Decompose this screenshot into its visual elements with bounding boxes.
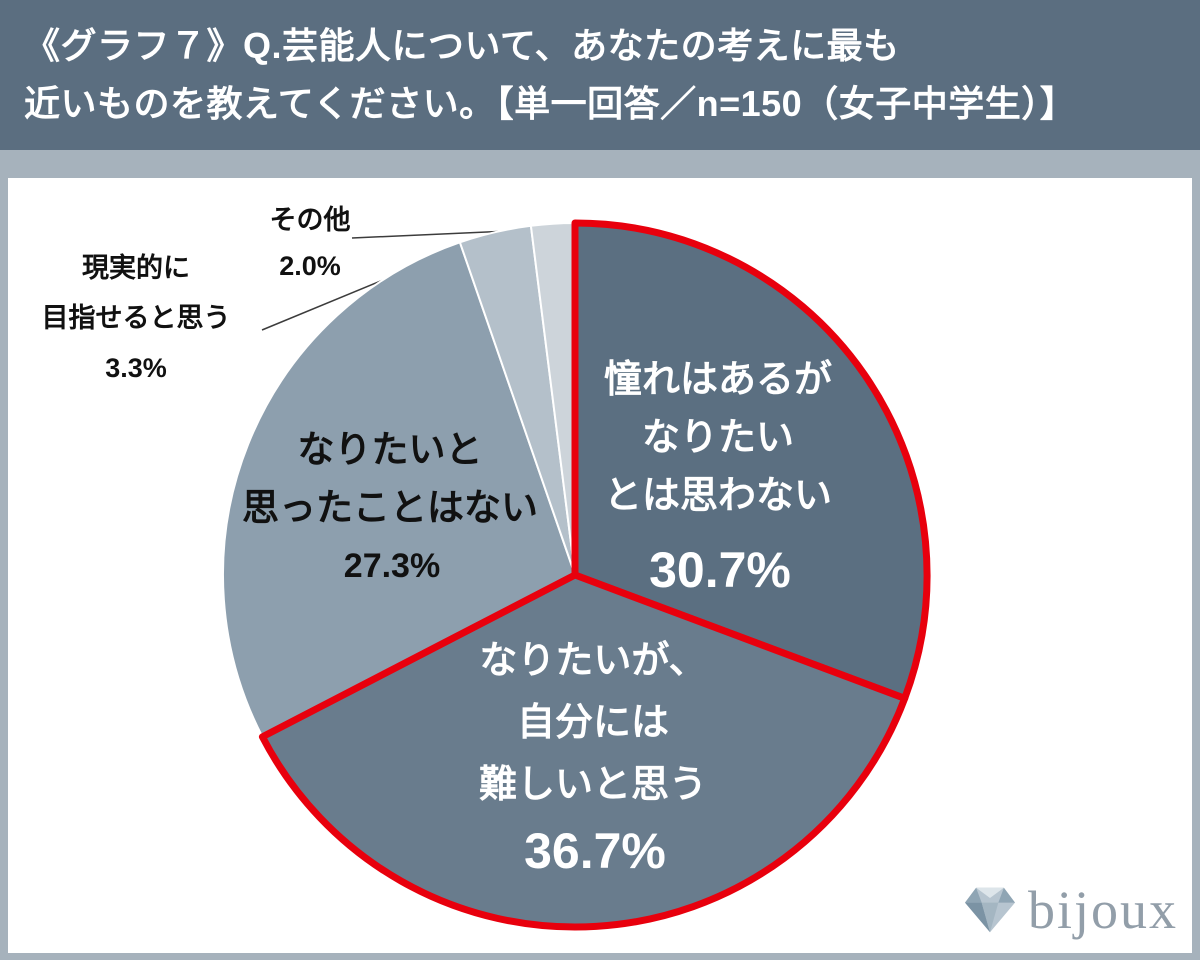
slice-value-naritaiga: 36.7% — [524, 823, 666, 879]
brand-logo: bijoux — [962, 883, 1178, 937]
slice-value-akogare: 30.7% — [649, 542, 791, 598]
slice-label-akogare: 憧れはあるが なりたい とは思わない — [603, 359, 833, 517]
pie-chart — [221, 219, 931, 931]
brand-name: bijoux — [1027, 880, 1178, 940]
chart-title: 《グラフ７》Q.芸能人について、あなたの考えに最も 近いものを教えてください。【… — [0, 0, 1200, 150]
gem-icon — [964, 887, 1015, 933]
chart-panel: 憧れはあるが なりたい とは思わない 30.7% なりたいが、 自分には 難しい… — [8, 178, 1192, 953]
slice-value-omottakotonai: 27.3% — [343, 547, 441, 585]
pie-slice-3 — [221, 241, 576, 738]
pie-slice-1 — [571, 219, 931, 702]
pie-slice-2 — [258, 571, 909, 931]
chart-title-line2: 近いものを教えてください。【単一回答／n=150（女子中学生）】 — [24, 83, 1077, 124]
slice-label-naritaiga: なりたいが、 自分には 難しいと思う — [478, 640, 708, 806]
chart-title-line1: 《グラフ７》Q.芸能人について、あなたの考えに最も — [24, 25, 900, 66]
slice-label-omottakotonai: なりたいと 思ったことはない — [242, 429, 538, 528]
slice-label-sonota: その他 2.0% — [269, 205, 351, 281]
slice-label-genjitsuteki: 現実的に 目指せると思う 3.3% — [41, 253, 231, 383]
